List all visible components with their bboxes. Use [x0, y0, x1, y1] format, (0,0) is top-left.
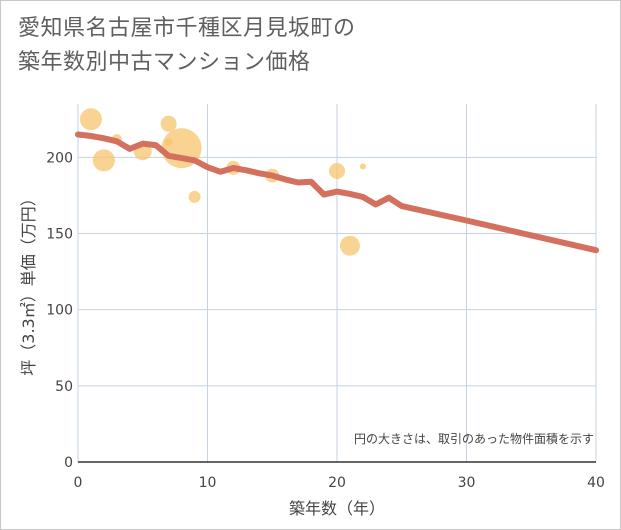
bubble-point — [329, 163, 345, 180]
bubble-point — [359, 163, 366, 170]
title-line-1: 愛知県名古屋市千種区月見坂町の — [18, 16, 356, 41]
y-tick-label: 0 — [64, 455, 73, 471]
y-tick-label: 100 — [46, 303, 73, 319]
y-tick-labels: 0 50 100 150 200 — [46, 150, 73, 471]
bubble-point — [79, 108, 102, 131]
x-axis-title: 築年数（年） — [289, 499, 385, 518]
bubble-point — [339, 235, 360, 256]
bubble-size-note: 円の大きさは、取引のあった物件面積を示す — [354, 431, 594, 446]
x-tick-label: 10 — [199, 475, 217, 491]
x-tick-label: 0 — [74, 475, 83, 491]
title-line-2: 築年数別中古マンション価格 — [18, 50, 311, 75]
x-tick-label: 20 — [328, 475, 346, 491]
x-tick-label: 30 — [458, 475, 476, 491]
y-tick-label: 200 — [46, 150, 73, 166]
chart-title: 愛知県名古屋市千種区月見坂町の 築年数別中古マンション価格 — [18, 12, 356, 80]
y-tick-label: 50 — [55, 379, 73, 395]
x-tick-label: 40 — [587, 475, 605, 491]
bubble-point — [160, 115, 177, 132]
trend-line — [75, 131, 599, 254]
bubble-point — [92, 149, 115, 172]
y-axis-title: 坪（3.3㎡）単価（万円） — [19, 190, 38, 375]
x-tick-labels: 0 10 20 30 40 — [74, 475, 605, 491]
bubble-point — [188, 190, 201, 203]
y-tick-label: 150 — [46, 226, 73, 242]
